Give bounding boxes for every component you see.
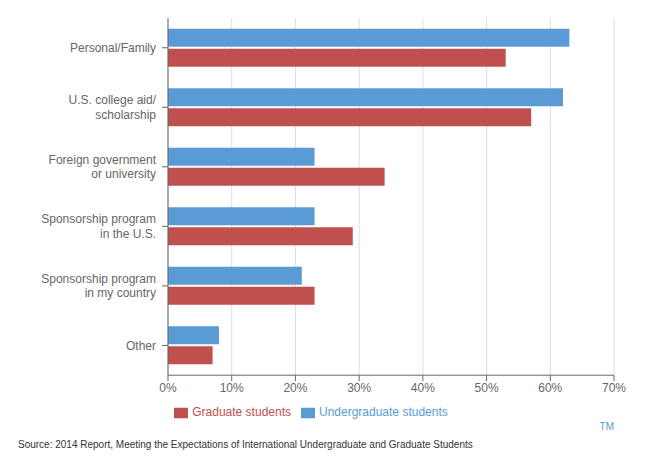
- svg-text:Sponsorship programin my count: Sponsorship programin my country: [41, 272, 156, 300]
- svg-text:30%: 30%: [347, 381, 371, 395]
- svg-text:60%: 60%: [538, 381, 562, 395]
- svg-text:Foreign governmentor universit: Foreign governmentor university: [49, 153, 157, 181]
- html-text:Graduate students: Graduate students: [192, 405, 291, 420]
- svg-text:0%: 0%: [159, 381, 177, 395]
- svg-text:U.S. college aid/scholarship: U.S. college aid/scholarship: [69, 93, 157, 121]
- svg-text:10%: 10%: [220, 381, 244, 395]
- svg-text:50%: 50%: [475, 381, 499, 395]
- svg-text:70%: 70%: [602, 381, 626, 395]
- html-text:TM: TM: [599, 421, 614, 432]
- svg-text:20%: 20%: [283, 381, 307, 395]
- svg-text:Sponsorship programin the U.S.: Sponsorship programin the U.S.: [41, 212, 156, 240]
- svg-text:Other: Other: [126, 339, 156, 353]
- html-text:Source: 2014 Report, Meeting t: Source: 2014 Report, Meeting the Expecta…: [18, 439, 473, 450]
- svg-text:40%: 40%: [411, 381, 435, 395]
- svg-text:Personal/Family: Personal/Family: [70, 41, 156, 55]
- html-text:Undergraduate students: Undergraduate students: [319, 405, 448, 420]
